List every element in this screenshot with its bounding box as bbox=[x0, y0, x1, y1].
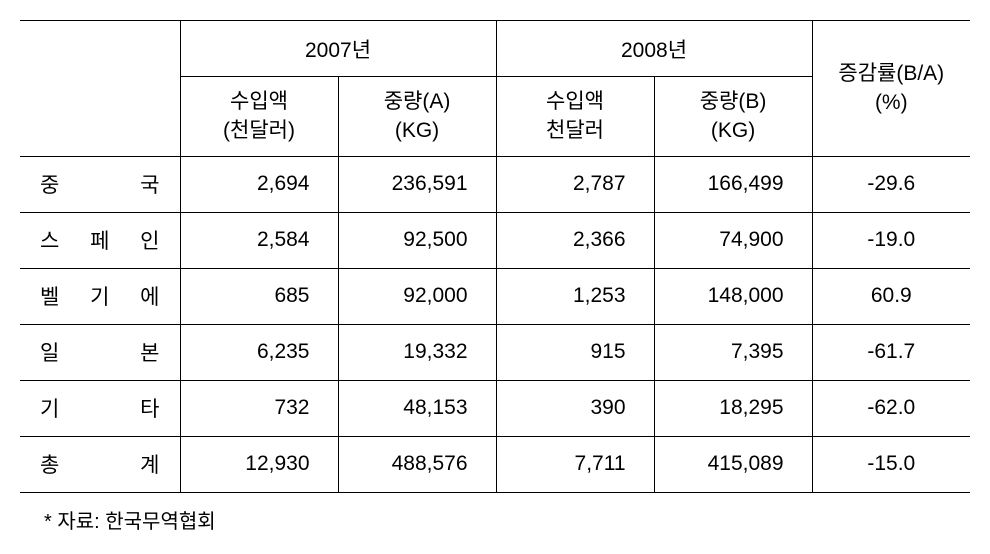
country-cell: 중국 bbox=[20, 156, 180, 212]
header-import-2008: 수입액 천달러 bbox=[496, 77, 654, 157]
import-2008-cell: 1,253 bbox=[496, 268, 654, 324]
header-change-rate-unit: (%) bbox=[875, 91, 908, 114]
country-cell: 벨기에 bbox=[20, 268, 180, 324]
import-2007-cell: 685 bbox=[180, 268, 338, 324]
import-2008-cell: 2,787 bbox=[496, 156, 654, 212]
header-weight-b: 중량(B) (KG) bbox=[654, 77, 812, 157]
table-row: 기타 73248,15339018,295-62.0 bbox=[20, 380, 970, 436]
country-name: 스페인 bbox=[40, 225, 160, 255]
country-cell: 기타 bbox=[20, 380, 180, 436]
weight-2008-cell: 415,089 bbox=[654, 436, 812, 492]
import-2007-cell: 2,584 bbox=[180, 212, 338, 268]
import-2008-cell: 7,711 bbox=[496, 436, 654, 492]
header-weight-a: 중량(A) (KG) bbox=[338, 77, 496, 157]
header-weight-b-unit: (KG) bbox=[711, 119, 755, 142]
weight-2007-cell: 19,332 bbox=[338, 324, 496, 380]
table-row: 총계 12,930488,5767,711415,089-15.0 bbox=[20, 436, 970, 492]
rate-cell: -62.0 bbox=[812, 380, 970, 436]
import-2007-cell: 6,235 bbox=[180, 324, 338, 380]
table-row: 일본 6,23519,3329157,395-61.7 bbox=[20, 324, 970, 380]
import-2007-cell: 12,930 bbox=[180, 436, 338, 492]
rate-cell: 60.9 bbox=[812, 268, 970, 324]
table-header: 2007년 2008년 증감률(B/A) (%) 수입액 (천달러) 중량(A)… bbox=[20, 21, 970, 157]
import-2007-cell: 732 bbox=[180, 380, 338, 436]
header-import-2007: 수입액 (천달러) bbox=[180, 77, 338, 157]
table-row: 스페인 2,58492,5002,36674,900-19.0 bbox=[20, 212, 970, 268]
import-2008-cell: 2,366 bbox=[496, 212, 654, 268]
header-weight-a-unit: (KG) bbox=[395, 119, 439, 142]
header-import-2007-label: 수입액 bbox=[230, 90, 288, 113]
header-weight-b-label: 중량(B) bbox=[700, 90, 767, 113]
country-name: 벨기에 bbox=[40, 281, 160, 311]
country-name: 일본 bbox=[40, 337, 160, 367]
country-cell: 총계 bbox=[20, 436, 180, 492]
weight-2008-cell: 166,499 bbox=[654, 156, 812, 212]
import-statistics-table: 2007년 2008년 증감률(B/A) (%) 수입액 (천달러) 중량(A)… bbox=[20, 20, 970, 493]
rate-cell: -29.6 bbox=[812, 156, 970, 212]
header-import-2008-label: 수입액 bbox=[546, 90, 604, 113]
weight-2007-cell: 92,000 bbox=[338, 268, 496, 324]
import-2008-cell: 915 bbox=[496, 324, 654, 380]
rate-cell: -15.0 bbox=[812, 436, 970, 492]
header-change-rate: 증감률(B/A) (%) bbox=[812, 21, 970, 157]
country-name: 중국 bbox=[40, 169, 160, 199]
table-row: 중국 2,694236,5912,787166,499-29.6 bbox=[20, 156, 970, 212]
rate-cell: -61.7 bbox=[812, 324, 970, 380]
header-country-blank bbox=[20, 21, 180, 157]
weight-2007-cell: 92,500 bbox=[338, 212, 496, 268]
header-year-2008: 2008년 bbox=[496, 21, 812, 77]
weight-2008-cell: 74,900 bbox=[654, 212, 812, 268]
weight-2007-cell: 236,591 bbox=[338, 156, 496, 212]
rate-cell: -19.0 bbox=[812, 212, 970, 268]
table-body: 중국2,694236,5912,787166,499-29.6스페인2,5849… bbox=[20, 156, 970, 492]
table-row: 벨기에 68592,0001,253148,00060.9 bbox=[20, 268, 970, 324]
header-year-2007: 2007년 bbox=[180, 21, 496, 77]
weight-2008-cell: 7,395 bbox=[654, 324, 812, 380]
source-footnote: * 자료: 한국무역협회 bbox=[20, 505, 970, 534]
country-cell: 일본 bbox=[20, 324, 180, 380]
country-cell: 스페인 bbox=[20, 212, 180, 268]
import-2007-cell: 2,694 bbox=[180, 156, 338, 212]
country-name: 총계 bbox=[40, 449, 160, 479]
weight-2008-cell: 148,000 bbox=[654, 268, 812, 324]
header-import-2008-unit: 천달러 bbox=[546, 119, 604, 142]
weight-2007-cell: 48,153 bbox=[338, 380, 496, 436]
weight-2008-cell: 18,295 bbox=[654, 380, 812, 436]
header-change-rate-label: 증감률(B/A) bbox=[838, 62, 944, 85]
import-2008-cell: 390 bbox=[496, 380, 654, 436]
header-import-2007-unit: (천달러) bbox=[223, 119, 295, 142]
country-name: 기타 bbox=[40, 393, 160, 423]
header-weight-a-label: 중량(A) bbox=[384, 90, 451, 113]
weight-2007-cell: 488,576 bbox=[338, 436, 496, 492]
